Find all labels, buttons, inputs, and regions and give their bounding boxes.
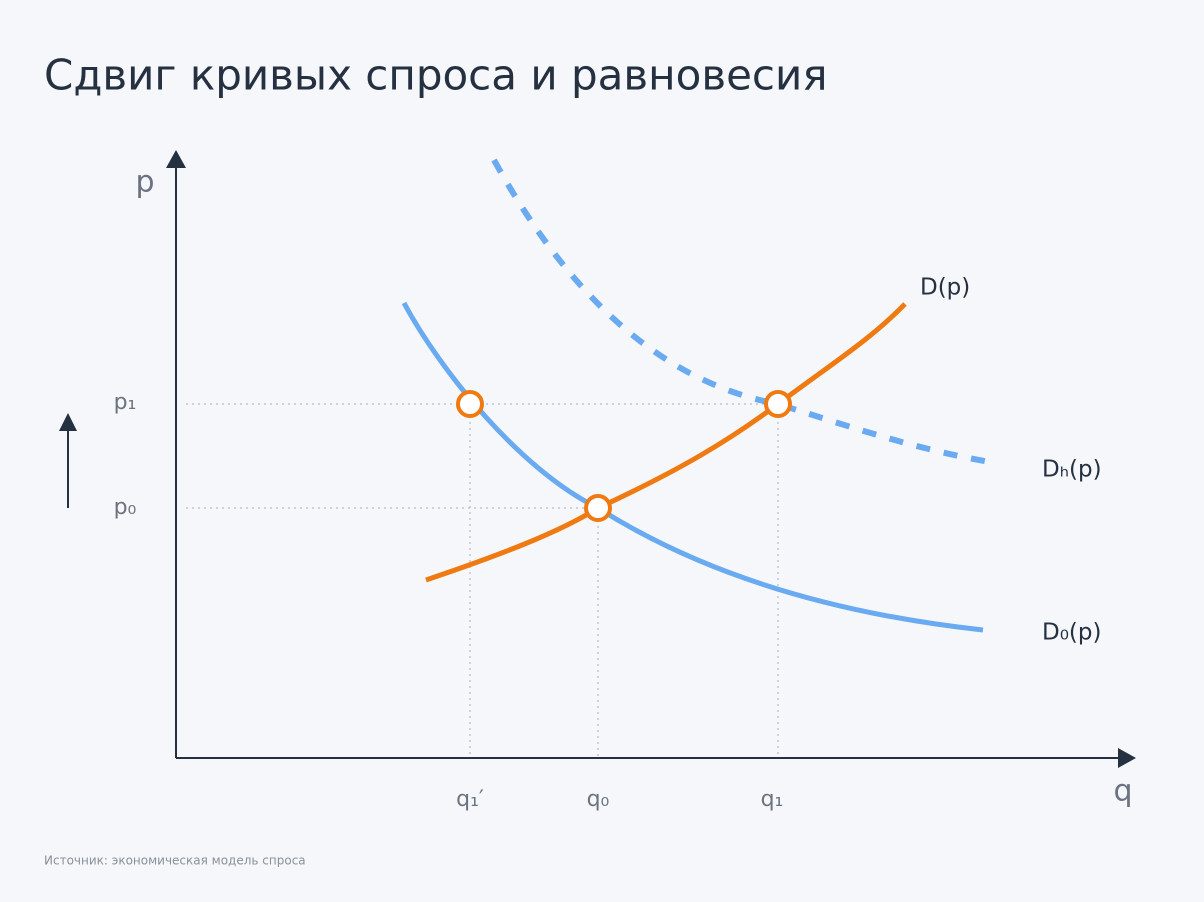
equilibrium-point — [584, 494, 612, 522]
y-axis-arrow — [166, 150, 186, 168]
equilibrium-point — [764, 390, 792, 418]
title: Сдвиг кривых спроса и равновесия — [44, 51, 828, 100]
y-tick-label: p₁ — [114, 390, 137, 415]
x-tick-label: q₁′ — [456, 787, 484, 812]
x-axis-label: q — [1113, 774, 1132, 809]
shift-arrow-head — [59, 413, 77, 431]
curve-label: Dₕ(p) — [1042, 457, 1102, 483]
supply-curve — [425, 302, 907, 583]
x-tick-label: q₀ — [587, 787, 610, 812]
curve-label: D₀(p) — [1042, 620, 1101, 646]
y-tick-label: p₀ — [114, 495, 137, 520]
source: Источник: экономическая модель спроса — [44, 854, 306, 868]
x-tick-label: q₁ — [761, 787, 784, 812]
equilibrium-point — [456, 390, 484, 418]
curve-label: D(p) — [920, 275, 970, 301]
x-axis-arrow — [1118, 748, 1136, 768]
y-axis-label: p — [135, 165, 154, 200]
